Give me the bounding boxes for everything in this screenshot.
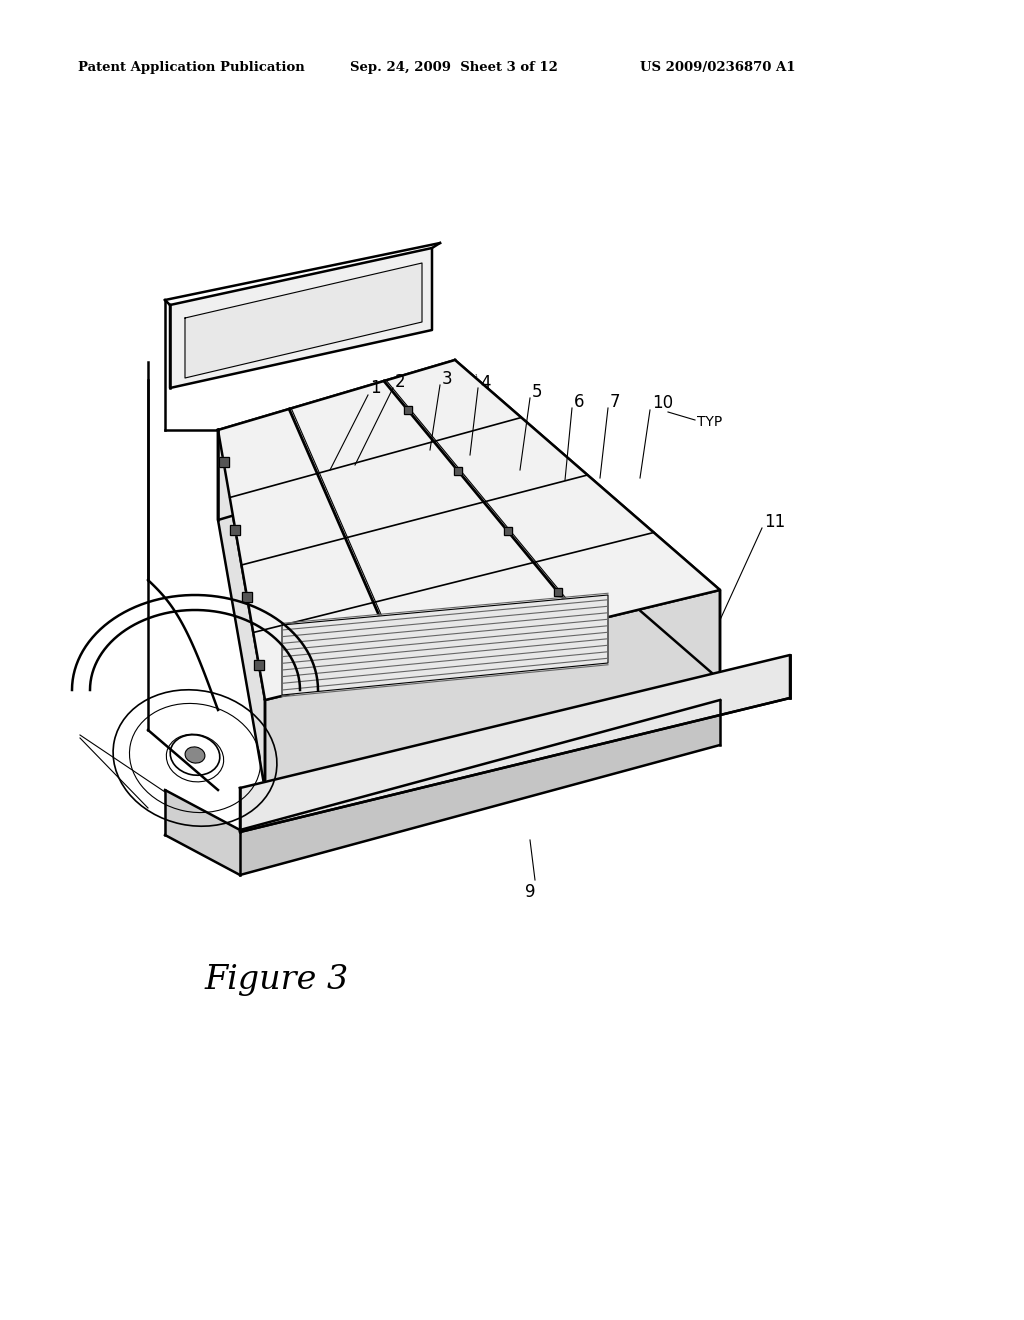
Polygon shape: [282, 595, 608, 696]
Text: 5: 5: [532, 383, 543, 401]
Bar: [403, 407, 412, 414]
Text: US 2009/0236870 A1: US 2009/0236870 A1: [640, 62, 796, 74]
Bar: [504, 527, 512, 535]
Text: Sep. 24, 2009  Sheet 3 of 12: Sep. 24, 2009 Sheet 3 of 12: [350, 62, 558, 74]
Polygon shape: [240, 655, 790, 832]
Bar: [504, 527, 512, 535]
Bar: [219, 458, 228, 467]
Ellipse shape: [185, 747, 205, 763]
Text: TYP: TYP: [697, 414, 722, 429]
Bar: [219, 458, 228, 467]
Text: 2: 2: [395, 374, 406, 391]
Text: Figure 3: Figure 3: [205, 964, 349, 997]
Text: 1: 1: [370, 379, 381, 397]
Polygon shape: [455, 360, 720, 680]
Text: 6: 6: [574, 393, 585, 411]
Bar: [230, 525, 241, 535]
Polygon shape: [218, 430, 265, 789]
Text: 4: 4: [480, 374, 490, 392]
Polygon shape: [218, 360, 455, 520]
Bar: [554, 587, 561, 595]
Polygon shape: [218, 450, 720, 789]
Polygon shape: [240, 700, 720, 875]
Polygon shape: [218, 360, 720, 700]
Bar: [454, 466, 462, 474]
Bar: [230, 525, 241, 535]
Bar: [254, 660, 264, 671]
Bar: [554, 587, 561, 595]
Polygon shape: [165, 789, 240, 875]
Text: Patent Application Publication: Patent Application Publication: [78, 62, 305, 74]
Polygon shape: [240, 655, 790, 832]
Polygon shape: [170, 248, 432, 388]
Text: 11: 11: [764, 513, 785, 531]
Text: 3: 3: [442, 370, 453, 388]
Text: 9: 9: [524, 883, 536, 902]
Bar: [242, 593, 252, 602]
Bar: [254, 660, 264, 671]
Bar: [403, 407, 412, 414]
Text: 7: 7: [610, 393, 621, 411]
Text: 10: 10: [652, 393, 673, 412]
Polygon shape: [265, 590, 720, 789]
Bar: [454, 466, 462, 474]
Text: ₁: ₁: [475, 372, 478, 378]
Bar: [242, 593, 252, 602]
Polygon shape: [185, 263, 422, 378]
